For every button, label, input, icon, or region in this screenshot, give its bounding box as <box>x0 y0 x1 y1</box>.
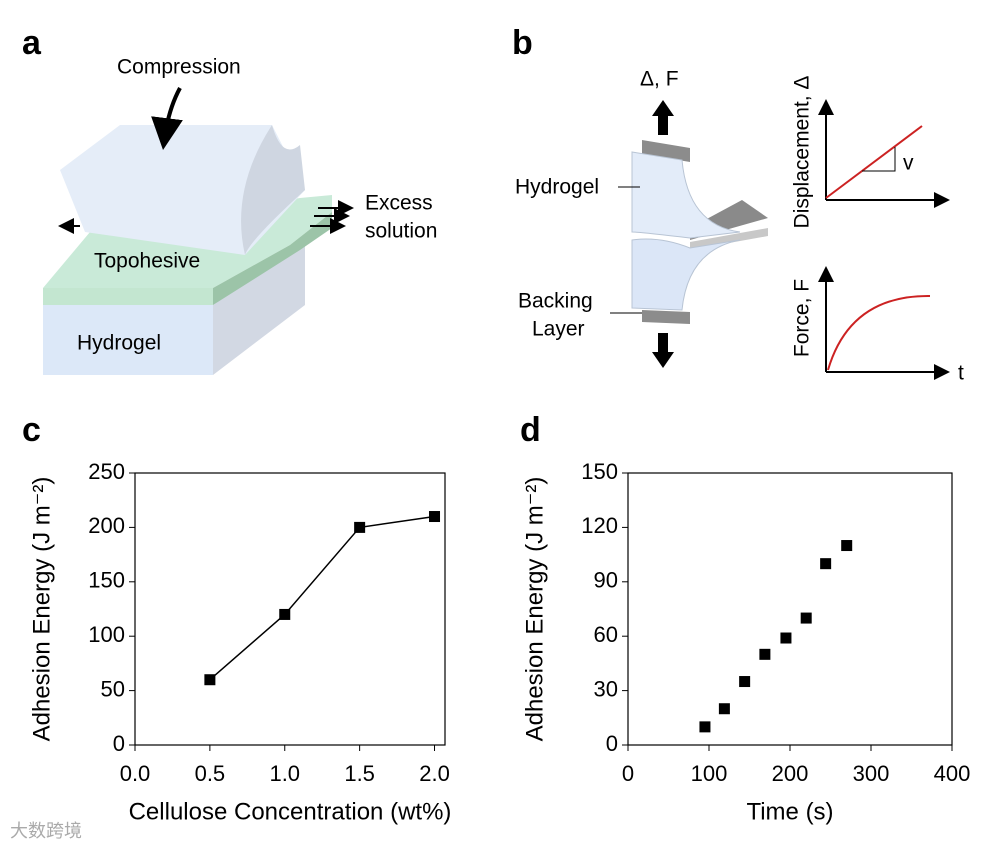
x-tick-label: 300 <box>853 761 890 786</box>
y-tick-label: 150 <box>581 459 618 484</box>
y-tick-label: 0 <box>606 731 618 756</box>
data-point <box>841 540 853 552</box>
label: Δ, F <box>640 68 679 91</box>
curve <box>827 294 931 371</box>
x-tick-label: 0.5 <box>195 761 226 786</box>
panel-label: c <box>22 411 41 449</box>
block-side <box>213 240 305 375</box>
data-point <box>699 721 711 733</box>
label: Layer <box>532 318 585 341</box>
y-tick-label: 60 <box>594 622 618 647</box>
data-point <box>204 674 216 686</box>
panel-label: a <box>22 24 42 62</box>
x-tick-label: 200 <box>772 761 809 786</box>
x-tick-label: 1.5 <box>344 761 375 786</box>
data-point <box>759 648 771 660</box>
data-point <box>279 608 291 620</box>
hydrogel-upper <box>631 151 741 239</box>
panel-label: b <box>512 24 533 62</box>
data-point <box>354 521 366 533</box>
y-tick-label: 150 <box>88 568 125 593</box>
block-curve <box>241 125 305 255</box>
x-tick-label: 100 <box>691 761 728 786</box>
label: Excess <box>365 192 433 215</box>
x-tick-label: 0 <box>622 761 634 786</box>
hydrogel-block <box>43 305 213 375</box>
label: Backing <box>518 290 593 313</box>
panel-a-diagram: Compression Excess solution Topohesive H… <box>43 56 437 375</box>
y-tick-label: 50 <box>101 676 125 701</box>
panel-label: d <box>520 411 541 449</box>
topohesive-front <box>43 288 213 305</box>
backing-layer <box>642 310 690 324</box>
label: Hydrogel <box>77 332 161 355</box>
hydrogel-lower <box>631 238 741 311</box>
plot-frame <box>627 472 953 746</box>
label: Compression <box>117 56 241 79</box>
slope-triangle <box>862 147 896 172</box>
y-tick-label: 200 <box>88 513 125 538</box>
y-tick-label: 90 <box>594 568 618 593</box>
y-axis-label: Adhesion Energy (J m⁻²) <box>521 477 548 742</box>
label: v <box>903 152 914 175</box>
x-tick-label: 1.0 <box>269 761 300 786</box>
x-axis-label: Time (s) <box>746 798 833 825</box>
y-tick-label: 100 <box>88 622 125 647</box>
y-tick-label: 0 <box>113 731 125 756</box>
watermark: 大数跨境 <box>10 821 82 841</box>
label: Force, F <box>791 279 814 357</box>
curve <box>825 125 923 199</box>
data-point <box>739 676 751 688</box>
x-axis-label: Cellulose Concentration (wt%) <box>129 798 452 825</box>
y-tick-label: 30 <box>594 676 618 701</box>
label: Hydrogel <box>515 176 599 199</box>
x-tick-label: 400 <box>934 761 971 786</box>
data-point <box>780 632 792 644</box>
data-line <box>209 515 435 681</box>
pull-arrow <box>652 100 674 135</box>
plot-frame <box>134 472 446 746</box>
label: Displacement, Δ <box>791 76 814 229</box>
pull-arrow <box>652 333 674 368</box>
topohesive-side <box>213 212 332 305</box>
label: Topohesive <box>94 250 200 273</box>
data-point <box>429 511 441 523</box>
label: t <box>958 362 964 385</box>
data-point <box>820 558 832 570</box>
y-tick-label: 250 <box>88 459 125 484</box>
panel-b-diagram: Δ, F Hydrogel Backing Layer v Displaceme… <box>515 68 964 385</box>
compression-arrow <box>151 87 183 150</box>
x-tick-label: 0.0 <box>120 761 151 786</box>
backing-layer <box>642 140 690 162</box>
data-point <box>800 612 812 624</box>
data-point <box>718 703 730 715</box>
label: solution <box>365 220 437 243</box>
x-tick-label: 2.0 <box>419 761 450 786</box>
y-tick-label: 120 <box>581 513 618 538</box>
y-axis-label: Adhesion Energy (J m⁻²) <box>28 477 55 742</box>
